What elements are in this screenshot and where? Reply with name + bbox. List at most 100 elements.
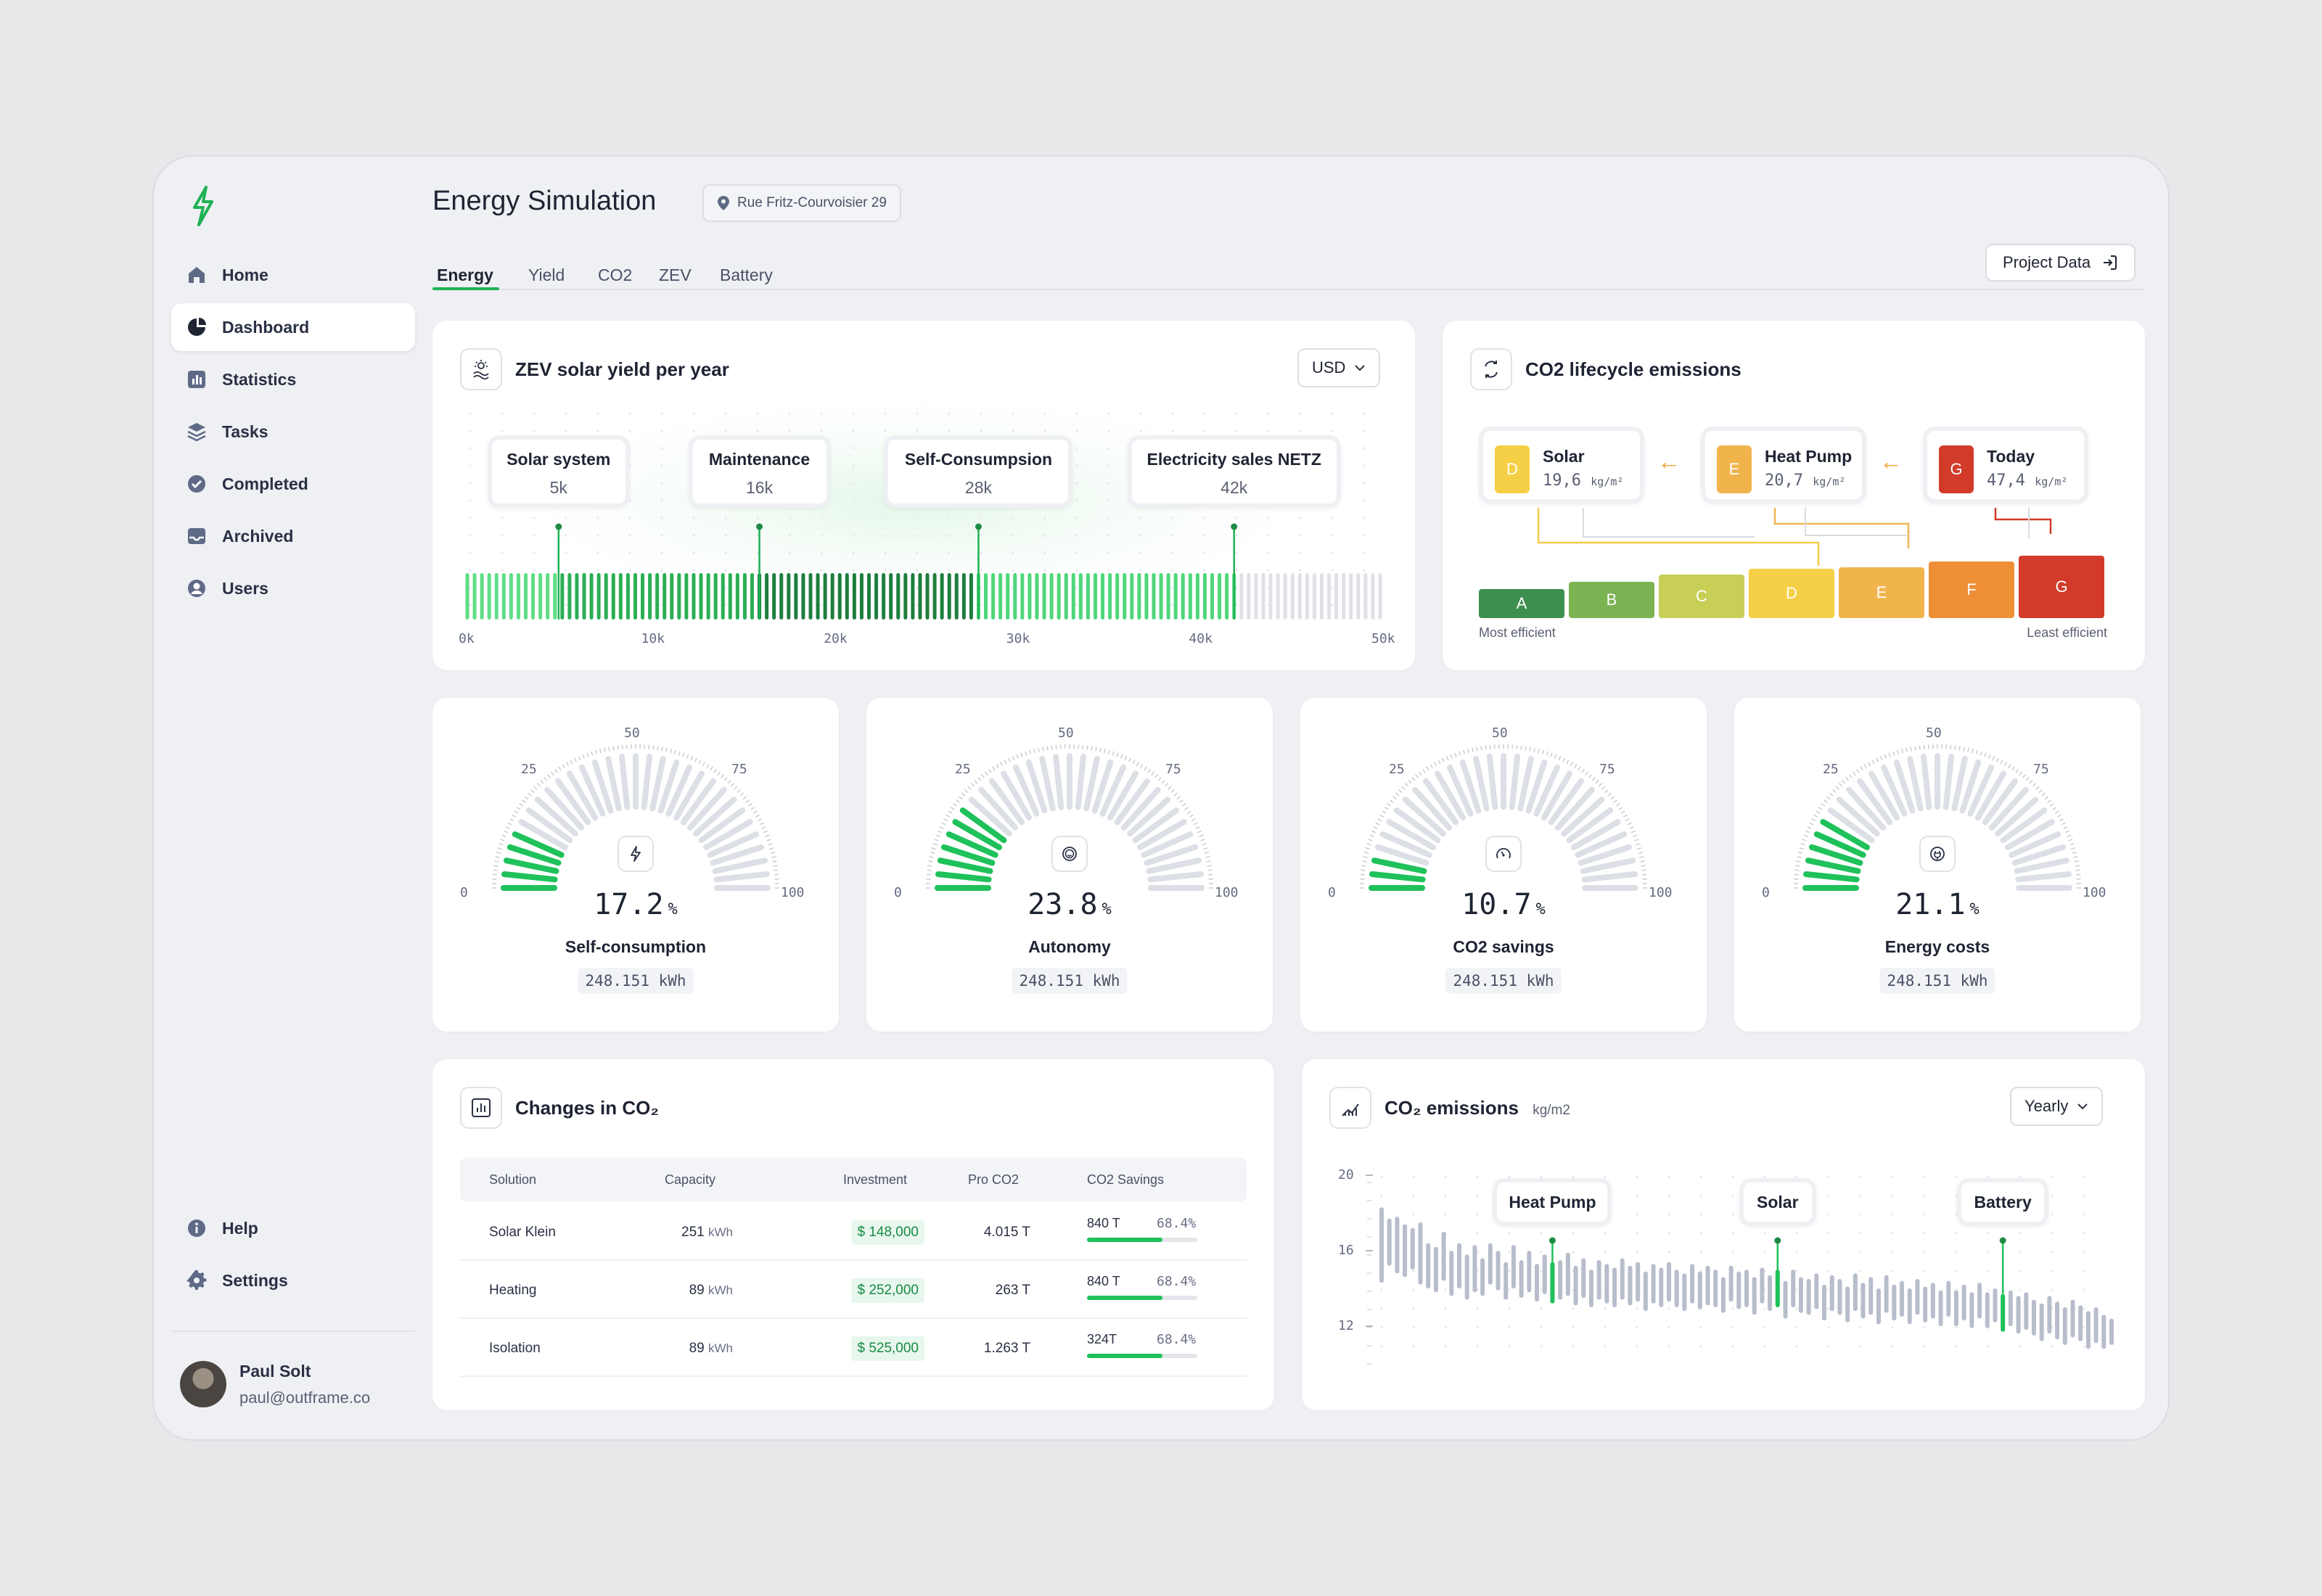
currency-value: USD — [1312, 358, 1346, 377]
gauge-fine-tick — [759, 822, 764, 826]
yield-bar — [1334, 573, 1339, 620]
sidebar-item-statistics[interactable]: Statistics — [171, 355, 415, 403]
yield-bar — [1202, 573, 1207, 620]
gauge-fine-tick — [673, 749, 676, 754]
gauge-value: 21.1% — [1734, 888, 2141, 921]
bolt-logo-icon[interactable] — [189, 186, 218, 226]
sidebar-item-users[interactable]: Users — [171, 564, 415, 612]
gauge-segment — [940, 844, 996, 866]
x-tick-label: 20k — [824, 631, 848, 646]
gauge-segment — [1141, 831, 1194, 858]
sidebar: Home Dashboard Statistics Tasks Completed Arc… — [154, 157, 422, 1439]
callout-electricity-sales-netz[interactable]: Electricity sales NETZ 42k — [1127, 435, 1341, 508]
gauge-fine-tick — [1382, 810, 1387, 814]
tab-co2[interactable]: CO2 — [598, 266, 633, 284]
location-chip[interactable]: Rue Fritz-Courvoisier 29 — [702, 184, 901, 222]
capacity-value: 251 — [681, 1225, 705, 1240]
x-tick-label: 30k — [1006, 631, 1030, 646]
gauge-fine-tick — [1445, 755, 1449, 761]
co2-box-solar[interactable]: D Solar 19,6 kg/m² — [1479, 427, 1644, 503]
gauge-fine-tick — [737, 789, 741, 794]
table-row[interactable]: Heating 89 kWh $ 252,000 263 T 840 T 68.4% — [460, 1262, 1247, 1319]
emission-bar — [1752, 1277, 1757, 1315]
callout-self-consumpsion[interactable]: Self-Consumpsion 28k — [884, 435, 1073, 508]
gauge-fine-tick — [578, 755, 581, 761]
callout-solar-system[interactable]: Solar system 5k — [487, 435, 630, 508]
source-value-number: 20,7 — [1765, 472, 1803, 490]
cell-solution: Isolation — [489, 1341, 541, 1356]
gauge-sub-value: 248.151 kWh — [578, 968, 694, 994]
emission-bar — [1682, 1273, 1687, 1312]
gauge-fine-tick — [1107, 749, 1110, 754]
gauge-fine-tick — [934, 839, 939, 842]
location-pin-icon — [718, 196, 729, 210]
gauge-segment — [1120, 786, 1161, 831]
tab-energy[interactable]: Energy — [437, 266, 493, 284]
emission-bar — [2062, 1307, 2067, 1345]
gauge-segment — [503, 857, 559, 874]
currency-dropdown[interactable]: USD — [1297, 348, 1381, 387]
yield-bar — [1159, 573, 1163, 620]
yield-bar — [641, 573, 645, 620]
source-name: Heat Pump — [1765, 447, 1853, 466]
gauge-fine-tick — [1398, 789, 1403, 794]
co2-box-heat-pump[interactable]: E Heat Pump 20,7 kg/m² — [1701, 427, 1866, 503]
gauge-fine-tick — [516, 807, 521, 810]
co2-connector-lines — [1537, 508, 2052, 566]
gauge-segment — [2015, 871, 2072, 883]
project-data-button[interactable]: Project Data — [1985, 244, 2136, 281]
gauge-fine-tick — [2068, 839, 2073, 842]
emission-bar — [1496, 1251, 1501, 1291]
gauge-fine-tick — [1634, 839, 1639, 842]
marker-callout-battery[interactable]: Battery — [1957, 1178, 2049, 1226]
efficiency-class-d: D — [1749, 569, 1834, 618]
gauge-fine-tick — [1364, 852, 1369, 854]
tab-yield[interactable]: Yield — [528, 266, 565, 284]
gauge-fine-tick — [1914, 746, 1916, 751]
gauge-fine-tick — [565, 762, 570, 767]
gauge-fine-tick — [1641, 869, 1646, 871]
gauge-fine-tick — [533, 786, 538, 790]
table-row[interactable]: Solar Klein 251 kWh $ 148,000 4.015 T 840 T 6… — [460, 1204, 1247, 1261]
yield-bar — [1261, 573, 1265, 620]
gauge-card-autonomy: 0 25 50 75 100 23.8% Autonomy 248.151 kWh — [866, 698, 1273, 1032]
gauge-segment — [1374, 844, 1429, 866]
yield-bar — [808, 573, 813, 620]
gauge-fine-tick — [670, 749, 672, 754]
sidebar-item-home[interactable]: Home — [171, 251, 415, 299]
period-dropdown[interactable]: Yearly — [2010, 1087, 2104, 1126]
yield-bar — [1078, 573, 1083, 620]
gauge-fine-tick — [1366, 843, 1371, 846]
marker-dot — [1231, 523, 1238, 530]
gauge-fine-tick — [2076, 873, 2081, 876]
gauge-fine-tick — [1173, 792, 1178, 797]
bar-chart-icon — [186, 369, 208, 390]
co2-box-today[interactable]: G Today 47,4 kg/m² — [1923, 427, 2088, 503]
tab-zev[interactable]: ZEV — [659, 266, 692, 284]
sidebar-item-settings[interactable]: Settings — [171, 1256, 415, 1304]
sidebar-item-label: Tasks — [222, 421, 268, 441]
gauge-value-number: 21.1 — [1895, 888, 1966, 921]
callout-maintenance[interactable]: Maintenance 16k — [688, 435, 831, 508]
marker-callout-solar[interactable]: Solar — [1739, 1178, 1816, 1226]
gauge-fine-tick — [1184, 807, 1189, 810]
emission-bar — [1868, 1277, 1874, 1315]
gauge-fine-tick — [1170, 789, 1175, 794]
marker-callout-heat-pump[interactable]: Heat Pump — [1493, 1178, 1612, 1226]
gauge-segment — [1959, 759, 1982, 814]
sidebar-item-archived[interactable]: Archived — [171, 512, 415, 560]
sidebar-item-dashboard[interactable]: Dashboard — [171, 303, 415, 351]
sidebar-item-help[interactable]: Help — [171, 1204, 415, 1252]
gauge-segment — [1581, 871, 1638, 883]
gauge-fine-tick — [1604, 789, 1609, 794]
gauge-fine-tick — [1206, 860, 1211, 863]
gauge-fine-tick — [536, 783, 541, 787]
user-profile[interactable]: Paul Solt paul@outframe.co — [180, 1361, 370, 1407]
tab-battery[interactable]: Battery — [720, 266, 773, 284]
sidebar-item-completed[interactable]: Completed — [171, 460, 415, 508]
gauge-fine-tick — [1086, 745, 1088, 750]
yield-bar — [1101, 573, 1105, 620]
emission-bar — [1953, 1290, 1958, 1326]
table-row[interactable]: Isolation 89 kWh $ 525,000 1.263 T 324T 68.4% — [460, 1320, 1247, 1377]
sidebar-item-tasks[interactable]: Tasks — [171, 408, 415, 456]
